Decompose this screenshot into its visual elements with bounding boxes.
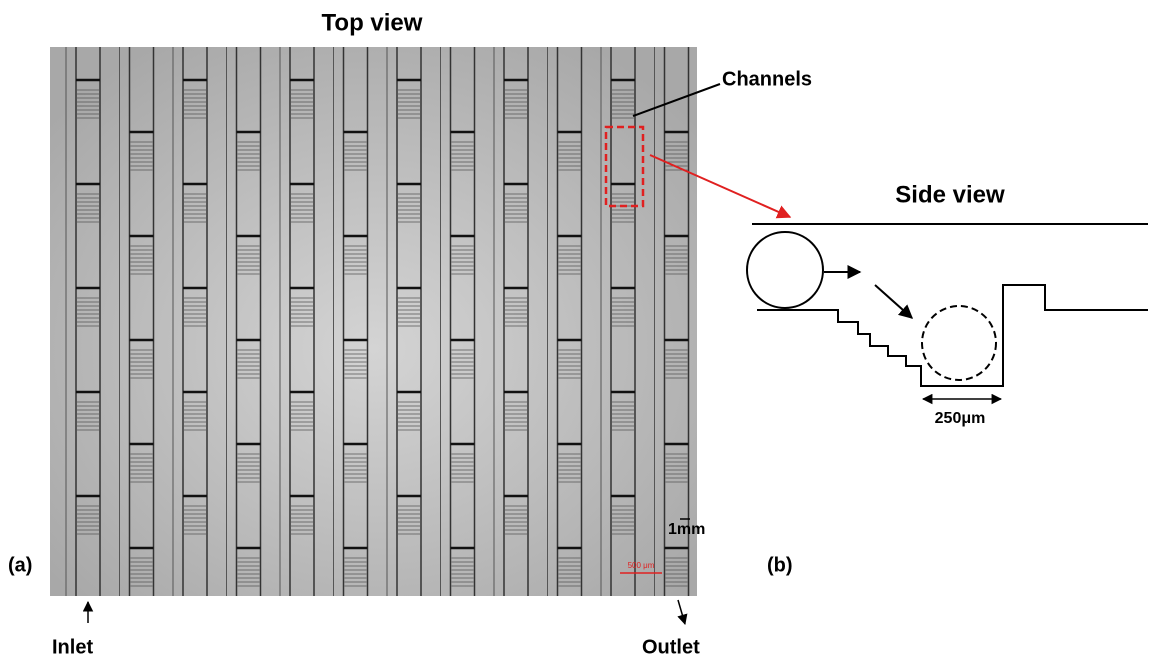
- micro-scale-label: 500 μm: [628, 561, 655, 570]
- trapped-particle: [922, 306, 996, 380]
- outlet-arrow: [678, 600, 685, 624]
- motion-arrow: [875, 285, 912, 318]
- particle: [747, 232, 823, 308]
- panel-b-label: (b): [767, 554, 793, 576]
- channels-label: Channels: [722, 68, 812, 90]
- dimension-label: 250μm: [935, 410, 986, 427]
- outlet-label: Outlet: [642, 636, 700, 658]
- panel-a-label: (a): [8, 554, 32, 576]
- inlet-label: Inlet: [52, 636, 93, 658]
- figure: Top view Channels (a) Inlet Outlet 1mm 5…: [0, 0, 1152, 663]
- top-view-title: Top view: [322, 9, 423, 36]
- page: {"top_view": {"title": "Top view", "chan…: [0, 0, 1152, 663]
- microscope-image: [50, 47, 697, 596]
- channel-floor: [757, 285, 1148, 386]
- scale-label: 1mm: [668, 521, 705, 538]
- side-view-title: Side view: [895, 181, 1005, 208]
